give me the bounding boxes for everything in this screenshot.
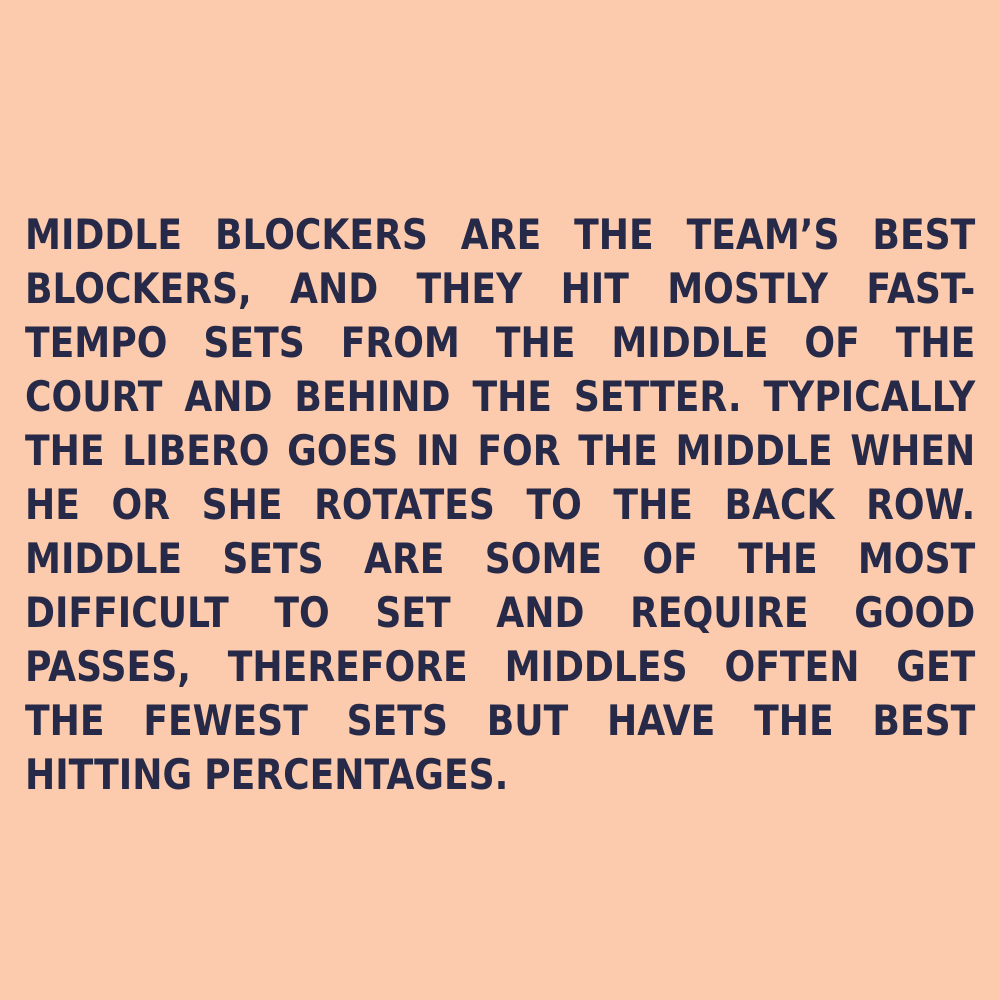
paragraph-word: FOR <box>477 426 561 475</box>
paragraph-word: TO <box>274 588 330 637</box>
paragraph-word: FEWEST <box>143 696 308 745</box>
paragraph-word: ARE <box>363 534 445 583</box>
paragraph-word: MIDDLE <box>675 426 833 475</box>
paragraph-line: MIDDLE SETS ARE SOME OF THE MOST <box>25 532 975 586</box>
paragraph-word: OFTEN <box>724 642 860 691</box>
paragraph-word: OR <box>111 480 171 529</box>
paragraph-word: THE <box>574 210 654 259</box>
paragraph-word: SET <box>375 588 451 637</box>
paragraph-word: MIDDLE <box>611 318 769 367</box>
paragraph-word: BLOCKERS, <box>25 264 252 313</box>
paragraph-word: TYPICALLY <box>763 372 976 421</box>
paragraph-word: PERCENTAGES. <box>204 750 509 799</box>
paragraph-line: DIFFICULT TO SET AND REQUIRE GOOD <box>25 586 975 640</box>
paragraph-word: THEY <box>416 264 523 313</box>
paragraph-line: HITTING PERCENTAGES. <box>25 748 975 802</box>
paragraph-line: THE LIBERO GOES IN FOR THE MIDDLE WHEN <box>25 424 975 478</box>
paragraph-word: THE <box>613 480 693 529</box>
paragraph-word: MIDDLES <box>504 642 688 691</box>
paragraph-word: BLOCKERS <box>214 210 428 259</box>
paragraph-word: GOOD <box>854 588 976 637</box>
paragraph-word: THE <box>25 696 105 745</box>
paragraph-text: MIDDLE BLOCKERS ARE THE TEAM’S BEST BLOCKERS, A… <box>25 208 975 802</box>
paragraph-word: SETS <box>203 318 305 367</box>
paragraph-word: THE <box>895 318 976 367</box>
paragraph-word: MOSTLY <box>667 264 829 313</box>
paragraph-word: TEAM’S <box>686 210 840 259</box>
paragraph-line: PASSES, THEREFORE MIDDLES OFTEN GET <box>25 640 975 694</box>
paragraph-word: FAST- <box>866 264 976 313</box>
paragraph-word: THEREFORE <box>227 642 468 691</box>
paragraph-word: BACK <box>724 480 835 529</box>
paragraph-word: ROTATES <box>314 480 495 529</box>
paragraph-word: OF <box>804 318 860 367</box>
paragraph-word: SETS <box>222 534 324 583</box>
paragraph-word: HITTING <box>25 750 193 799</box>
paragraph-line: MIDDLE BLOCKERS ARE THE TEAM’S BEST <box>25 208 975 262</box>
paragraph-line: HE OR SHE ROTATES TO THE BACK ROW. <box>25 478 975 532</box>
paragraph-line: COURT AND BEHIND THE SETTER. TYPICALLY <box>25 370 975 424</box>
paragraph-word: THE <box>754 696 834 745</box>
paragraph-word: THE <box>495 318 576 367</box>
paragraph-word: AND <box>184 372 273 421</box>
paragraph-line: THE FEWEST SETS BUT HAVE THE BEST <box>25 694 975 748</box>
paragraph-word: PASSES, <box>25 642 191 691</box>
paragraph-word: MOST <box>857 534 976 583</box>
paragraph-word: MIDDLE <box>25 210 183 259</box>
paragraph-word: HAVE <box>606 696 716 745</box>
paragraph-line: TEMPO SETS FROM THE MIDDLE OF THE <box>25 316 975 370</box>
paragraph-word: MIDDLE <box>25 534 183 583</box>
paragraph-word: SOME <box>484 534 603 583</box>
paragraph-word: SHE <box>201 480 283 529</box>
paragraph-word: BEHIND <box>294 372 451 421</box>
paragraph-word: ROW. <box>866 480 976 529</box>
paragraph-word: TEMPO <box>25 318 168 367</box>
paragraph-word: THE <box>25 426 105 475</box>
paragraph-word: AND <box>290 264 379 313</box>
paragraph-line: BLOCKERS, AND THEY HIT MOSTLY FAST- <box>25 262 975 316</box>
paragraph-word: DIFFICULT <box>25 588 229 637</box>
paragraph-word: SETTER. <box>573 372 742 421</box>
paragraph-word: IN <box>415 426 460 475</box>
paragraph-word: OF <box>642 534 698 583</box>
paragraph-word: THE <box>472 372 552 421</box>
paragraph-word: ARE <box>460 210 542 259</box>
paragraph-word: HIT <box>560 264 629 313</box>
paragraph-word: BEST <box>872 210 976 259</box>
paragraph-word: SETS <box>346 696 448 745</box>
paragraph-word: TO <box>526 480 582 529</box>
paragraph-word: WHEN <box>850 426 976 475</box>
paragraph-word: LIBERO <box>122 426 270 475</box>
paragraph-word: BEST <box>872 696 976 745</box>
paragraph-word: GET <box>896 642 976 691</box>
paragraph-word: BUT <box>486 696 569 745</box>
paragraph-word: THE <box>738 534 818 583</box>
paragraph-word: AND <box>496 588 585 637</box>
paragraph-word: REQUIRE <box>630 588 809 637</box>
paragraph-word: FROM <box>340 318 460 367</box>
paragraph-word: COURT <box>25 372 163 421</box>
paragraph-word: THE <box>578 426 658 475</box>
paragraph-word: HE <box>25 480 80 529</box>
paragraph-word: GOES <box>287 426 399 475</box>
